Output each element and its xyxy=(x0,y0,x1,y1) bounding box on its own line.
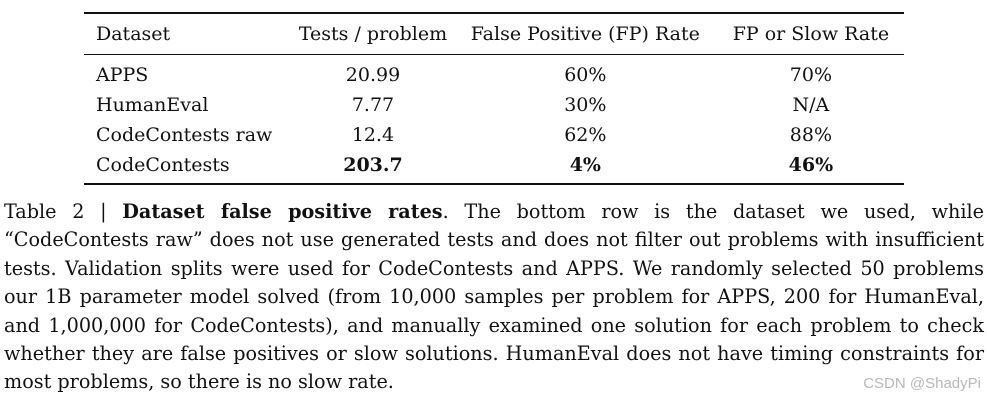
cell-tests-per-problem: 7.77 xyxy=(351,94,395,116)
table-row: CodeContests raw 12.4 62% 88% xyxy=(84,120,904,150)
cell-fp-rate: 4% xyxy=(569,154,601,176)
table-row: CodeContests 203.7 4% 46% xyxy=(84,150,904,184)
table-header: Dataset Tests / problem False Positive (… xyxy=(84,13,904,55)
results-table-container: Dataset Tests / problem False Positive (… xyxy=(84,12,904,185)
cell-fp-or-slow-rate: 70% xyxy=(789,64,833,86)
cell-tests-per-problem: 203.7 xyxy=(343,154,403,176)
caption-title: Dataset false positive rates xyxy=(122,200,443,223)
cell-tests-per-problem: 20.99 xyxy=(345,64,401,86)
header-fp-rate: False Positive (FP) Rate xyxy=(470,23,700,45)
cell-fp-rate: 30% xyxy=(564,94,607,116)
cell-fp-rate: 62% xyxy=(564,124,607,146)
cell-fp-or-slow-rate: 46% xyxy=(788,154,834,176)
table-caption: Table 2 | Dataset false positive rates. … xyxy=(4,198,984,397)
cell-dataset: CodeContests raw xyxy=(96,124,273,146)
cell-fp-rate: 60% xyxy=(564,64,607,86)
header-row: Dataset Tests / problem False Positive (… xyxy=(84,13,904,55)
caption-text: . The bottom row is the dataset we used,… xyxy=(4,200,984,394)
header-dataset: Dataset xyxy=(96,23,171,45)
false-positive-rates-table: Dataset Tests / problem False Positive (… xyxy=(84,12,904,185)
caption-label: Table 2 | xyxy=(4,200,123,223)
watermark: CSDN @ShadyPi xyxy=(863,375,981,392)
table-row: HumanEval 7.77 30% N/A xyxy=(84,90,904,120)
cell-dataset: CodeContests xyxy=(96,154,230,176)
table-row: APPS 20.99 60% 70% xyxy=(84,55,904,91)
header-fp-or-slow-rate: FP or Slow Rate xyxy=(732,23,890,45)
cell-tests-per-problem: 12.4 xyxy=(351,124,395,146)
cell-dataset: APPS xyxy=(96,64,149,86)
cell-dataset: HumanEval xyxy=(96,94,209,116)
cell-fp-or-slow-rate: N/A xyxy=(792,94,830,116)
cell-fp-or-slow-rate: 88% xyxy=(789,124,833,146)
header-tests-per-problem: Tests / problem xyxy=(298,23,448,45)
table-body: APPS 20.99 60% 70% HumanEval 7.77 30% N/… xyxy=(84,55,904,184)
